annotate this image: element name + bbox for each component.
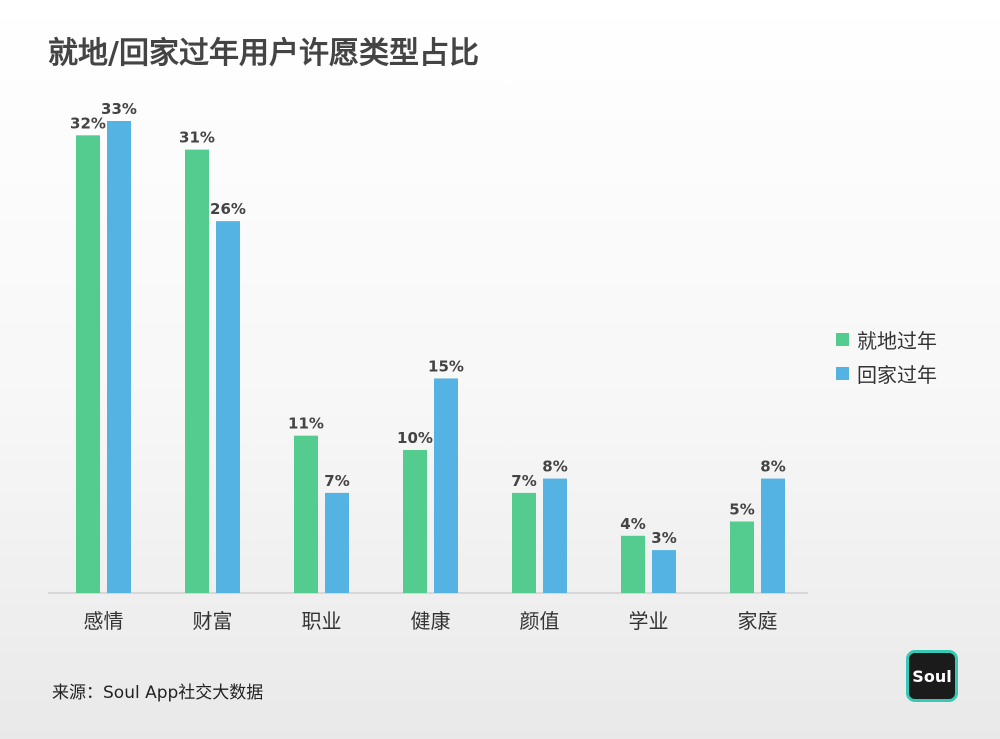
bar-stay-1 — [185, 149, 209, 593]
bar-home-0 — [107, 121, 131, 593]
data-label-home-1: 26% — [210, 200, 246, 218]
data-label-home-4: 8% — [542, 458, 567, 476]
data-label-stay-2: 11% — [288, 415, 324, 433]
x-tick-label-2: 职业 — [302, 609, 342, 633]
bar-stay-0 — [76, 135, 100, 593]
data-label-home-6: 8% — [760, 458, 785, 476]
data-label-stay-0: 32% — [70, 114, 106, 132]
bar-home-4 — [543, 478, 567, 593]
bar-home-6 — [761, 478, 785, 593]
data-label-home-3: 15% — [428, 357, 464, 375]
chart-title: 就地/回家过年用户许愿类型占比 — [48, 36, 479, 71]
x-tick-label-4: 颜值 — [520, 609, 560, 633]
data-label-stay-1: 31% — [179, 129, 215, 147]
x-tick-label-3: 健康 — [411, 609, 451, 633]
bar-stay-4 — [512, 492, 536, 593]
legend-label-home: 回家过年 — [857, 362, 937, 387]
x-tick-label-6: 家庭 — [738, 609, 778, 633]
x-tick-label-0: 感情 — [84, 609, 124, 633]
bar-stay-5 — [621, 535, 645, 593]
data-label-stay-5: 4% — [620, 515, 645, 533]
bars-group: 32%33% 31% 26% 11% 7% 10% 15% 7% 8% 4% 3% 5% 8% — [70, 100, 786, 593]
legend: 就地过年 回家过年 — [836, 322, 937, 390]
bar-home-5 — [652, 550, 676, 593]
bar-stay-6 — [730, 521, 754, 593]
legend-swatch-stay — [836, 332, 849, 346]
data-label-home-0: 33% — [101, 100, 137, 118]
data-label-stay-3: 10% — [397, 429, 433, 447]
data-label-stay-6: 5% — [729, 500, 754, 518]
bar-home-1 — [216, 221, 240, 593]
bar-stay-2 — [294, 435, 318, 593]
bar-home-2 — [325, 492, 349, 593]
bar-stay-3 — [403, 449, 427, 593]
x-tick-label-5: 学业 — [629, 609, 669, 633]
soul-logo-text: Soul — [912, 666, 952, 686]
data-label-stay-4: 7% — [511, 472, 536, 490]
x-tick-label-1: 财富 — [193, 609, 233, 633]
data-label-home-5: 3% — [651, 529, 676, 547]
source-note: 来源：Soul App社交大数据 — [52, 683, 264, 703]
data-label-home-2: 7% — [324, 472, 349, 490]
soul-logo: Soul — [906, 650, 958, 702]
legend-item-stay: 就地过年 — [836, 322, 937, 356]
legend-swatch-home — [836, 366, 849, 380]
legend-item-home: 回家过年 — [836, 356, 937, 390]
legend-label-stay: 就地过年 — [857, 328, 937, 353]
bar-home-3 — [434, 378, 458, 593]
